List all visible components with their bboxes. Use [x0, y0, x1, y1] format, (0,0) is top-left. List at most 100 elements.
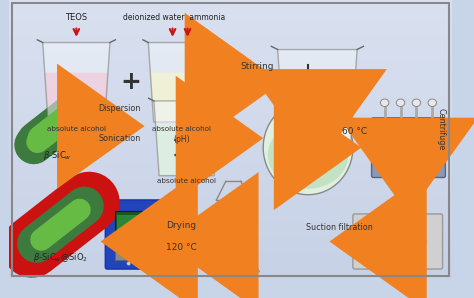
Bar — [9, 8, 452, 9]
Bar — [9, 177, 452, 178]
Bar — [9, 67, 452, 68]
Bar — [9, 268, 452, 269]
Bar — [9, 169, 452, 170]
Bar — [9, 124, 452, 125]
Bar — [9, 19, 452, 20]
Bar — [9, 105, 452, 106]
Bar — [9, 222, 452, 223]
Bar — [9, 102, 452, 103]
Bar — [9, 162, 452, 163]
Bar — [9, 244, 452, 245]
Bar — [9, 45, 452, 46]
Bar — [9, 141, 452, 142]
Bar — [9, 82, 452, 83]
Bar — [9, 58, 452, 59]
Bar — [9, 4, 452, 5]
Bar — [9, 116, 452, 117]
Bar — [9, 36, 452, 37]
Bar — [9, 80, 452, 81]
Polygon shape — [207, 221, 259, 272]
Bar — [9, 145, 452, 146]
Bar — [9, 5, 452, 6]
Bar — [9, 95, 452, 96]
Bar — [9, 247, 452, 248]
Bar — [9, 245, 452, 246]
Bar — [9, 24, 452, 25]
Bar — [9, 69, 452, 70]
Bar — [9, 40, 452, 41]
Bar — [9, 276, 452, 277]
Bar — [9, 41, 452, 42]
Bar — [9, 125, 452, 126]
Bar — [9, 204, 452, 205]
Bar — [9, 242, 452, 243]
Bar — [9, 28, 452, 29]
Bar — [9, 14, 452, 15]
Bar — [9, 213, 452, 214]
Ellipse shape — [370, 226, 426, 257]
Bar — [9, 266, 452, 267]
Bar — [9, 193, 452, 194]
Bar — [9, 257, 452, 258]
Bar — [9, 38, 452, 39]
Bar — [9, 130, 452, 131]
Bar — [9, 92, 452, 94]
Text: absolute alcohol: absolute alcohol — [47, 126, 106, 132]
Bar — [9, 26, 452, 27]
Bar — [9, 132, 452, 133]
Bar — [9, 13, 452, 14]
Bar — [9, 35, 452, 36]
Bar — [9, 75, 452, 76]
Bar — [9, 186, 452, 187]
Bar — [9, 174, 452, 175]
Bar — [9, 176, 452, 177]
Bar — [9, 250, 452, 251]
Bar — [9, 99, 452, 100]
Bar — [9, 47, 452, 48]
Bar — [9, 171, 452, 172]
Text: $\beta$-SiC$_w$: $\beta$-SiC$_w$ — [43, 148, 72, 162]
Bar — [9, 159, 452, 160]
Bar — [9, 216, 452, 217]
Bar — [9, 104, 452, 105]
Text: 60 °C: 60 °C — [342, 128, 367, 136]
Bar — [9, 65, 452, 66]
Bar — [9, 190, 452, 191]
Bar — [9, 201, 452, 202]
Bar — [9, 249, 452, 250]
Bar — [9, 240, 452, 241]
Bar — [9, 150, 452, 151]
Bar — [9, 31, 452, 32]
FancyBboxPatch shape — [353, 214, 443, 269]
Bar — [9, 226, 452, 227]
Bar — [9, 32, 452, 33]
Circle shape — [142, 262, 146, 265]
Bar — [9, 79, 452, 80]
Bar — [9, 178, 452, 179]
Bar — [9, 106, 452, 108]
Bar — [9, 198, 452, 199]
Bar — [9, 7, 452, 8]
Polygon shape — [207, 237, 259, 272]
Bar — [9, 83, 452, 84]
Bar — [9, 143, 452, 144]
Text: absolute alcohol: absolute alcohol — [157, 179, 216, 184]
Text: Stirring: Stirring — [241, 62, 274, 71]
Bar — [9, 215, 452, 216]
Ellipse shape — [263, 100, 353, 195]
Bar — [9, 136, 452, 137]
Bar — [9, 98, 452, 99]
Bar — [9, 27, 452, 28]
Bar — [9, 96, 452, 97]
Bar — [9, 11, 452, 12]
Bar — [9, 152, 452, 153]
Ellipse shape — [412, 238, 425, 245]
Text: deionized water  ammonia: deionized water ammonia — [123, 13, 226, 22]
Bar — [9, 210, 452, 211]
Bar — [115, 252, 163, 260]
Bar — [9, 167, 452, 168]
Bar — [9, 151, 452, 152]
FancyBboxPatch shape — [372, 118, 446, 178]
Bar — [9, 49, 452, 50]
Bar — [9, 184, 452, 185]
